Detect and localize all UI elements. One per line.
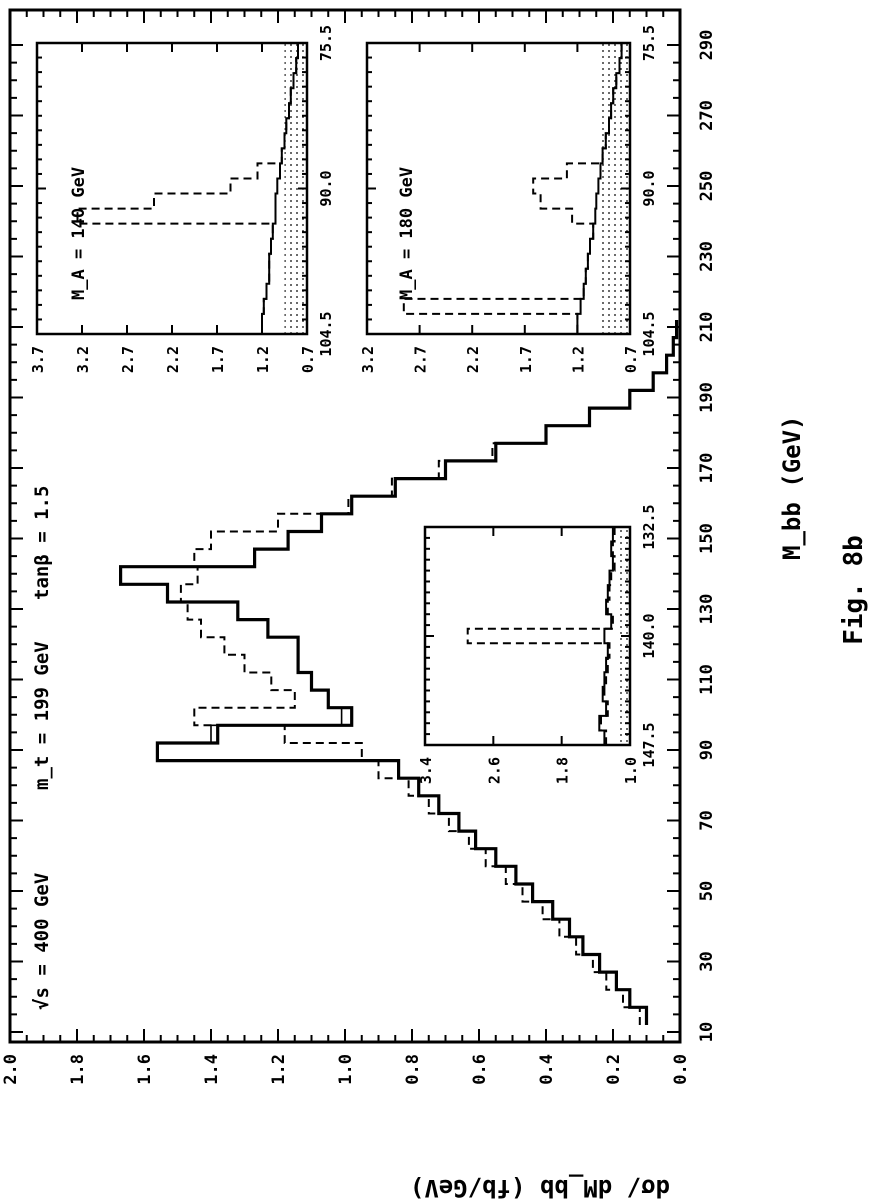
inset-annotation-ma140: M_A = 140 GeV <box>69 167 89 300</box>
inset-x-tick-label: 147.5 <box>640 722 658 767</box>
y-tick-label: 1.6 <box>135 1054 155 1085</box>
inset-x-tick-label: 75.5 <box>317 25 335 61</box>
x-tick-label: 230 <box>697 241 717 272</box>
figure-caption: Fig. 8b <box>839 535 869 645</box>
x-tick-label: 190 <box>697 382 717 413</box>
inset-series-line-dashed <box>402 43 623 334</box>
annotation-mt: m_t = 199 GeV <box>31 641 53 790</box>
inset-mbb-140: 132.5 140.0 147.51.0 1.8 2.6 3.4 <box>417 504 658 784</box>
x-tick-label: 50 <box>697 881 717 901</box>
inset-frame <box>365 41 632 336</box>
inset-y-tick-label: 3.2 <box>359 346 377 373</box>
inset-x-tick-label: 90.0 <box>317 170 335 206</box>
x-tick-label: 150 <box>697 523 717 554</box>
inset-y-tick-label: 1.8 <box>554 757 572 784</box>
inset-x-tick-label: 90.0 <box>640 170 658 206</box>
main-tick-labels: 10 30 50 70 90 110 130 150 170 190 210 230 250 270 290… <box>1 30 717 1085</box>
annotation-sqrt-s: √s = 400 GeV <box>31 873 53 1010</box>
x-tick-label: 90 <box>697 740 717 760</box>
annotation-tanbeta: tanβ = 1.5 <box>31 486 53 600</box>
inset-y-tick-label: 1.2 <box>569 346 587 373</box>
inset-y-tick-label: 2.6 <box>485 757 503 784</box>
x-tick-label: 130 <box>697 594 717 625</box>
inset-y-tick-label: 0.7 <box>299 346 317 373</box>
inset-x-tick-label: 75.5 <box>640 25 658 61</box>
inset-series-line-dashed <box>466 527 616 745</box>
x-tick-label: 10 <box>697 1022 717 1042</box>
y-tick-label: 0.2 <box>604 1054 624 1085</box>
x-tick-label: 30 <box>697 951 717 971</box>
y-tick-label: 0.4 <box>537 1054 557 1085</box>
main-series <box>119 320 679 1025</box>
x-tick-label: 110 <box>697 664 717 695</box>
y-tick-label: 1.8 <box>68 1054 88 1085</box>
y-tick-label: 1.4 <box>202 1054 222 1085</box>
inset-y-tick-label: 1.7 <box>517 346 535 373</box>
inset-series-line-dashed <box>76 43 299 334</box>
inset-x-tick-label: 140.0 <box>640 613 658 658</box>
inset-annotation-ma180: M_A = 180 GeV <box>397 167 417 300</box>
inset-frame <box>35 41 309 336</box>
x-axis-title: M_bb (GeV) <box>778 416 806 561</box>
x-tick-label: 210 <box>697 312 717 343</box>
inset-x-tick-label: 104.5 <box>317 311 335 356</box>
inset-x-tick-label: 132.5 <box>640 504 658 549</box>
y-tick-label: 1.2 <box>269 1054 289 1085</box>
inset-x-tick-label: 104.5 <box>640 311 658 356</box>
inset-ma-140: 75.5 90.0 104.50.7 1.2 1.7 2.2 2.7 3.2 3.7 <box>29 25 335 373</box>
x-tick-label: 250 <box>697 171 717 202</box>
x-tick-label: 70 <box>697 810 717 830</box>
inset-y-tick-label: 2.7 <box>412 346 430 373</box>
inset-y-tick-label: 2.7 <box>119 346 137 373</box>
inset-y-tick-label: 3.7 <box>29 346 47 373</box>
inset-y-tick-label: 3.2 <box>74 346 92 373</box>
inset-y-tick-label: 0.7 <box>622 346 640 373</box>
inset-shaded-band <box>284 43 307 334</box>
x-tick-label: 270 <box>697 100 717 131</box>
y-tick-label: 0.8 <box>403 1054 423 1085</box>
y-tick-label: 1.0 <box>336 1054 356 1085</box>
main-ticks <box>9 10 681 1042</box>
y-tick-label: 0.0 <box>671 1054 691 1085</box>
inset-ma-180: 75.5 90.0 104.50.7 1.2 1.7 2.2 2.7 3.2 <box>359 25 658 373</box>
x-tick-label: 170 <box>697 453 717 484</box>
inset-y-tick-label: 1.7 <box>209 346 227 373</box>
inset-frame <box>423 525 632 747</box>
inset-y-tick-label: 1.0 <box>622 757 640 784</box>
y-tick-label: 0.6 <box>470 1054 490 1085</box>
main-series-line-dashed <box>179 320 678 1025</box>
x-tick-label: 290 <box>697 30 717 61</box>
inset-y-tick-label: 2.2 <box>164 346 182 373</box>
y-tick-label: 2.0 <box>1 1054 21 1085</box>
inset-y-tick-label: 3.4 <box>417 757 435 784</box>
inset-series-line-solid <box>598 527 614 745</box>
y-axis-title: dσ/ dM_bb (fb/GeV) <box>410 1174 670 1199</box>
inset-y-tick-label: 1.2 <box>254 346 272 373</box>
inset-y-tick-label: 2.2 <box>464 346 482 373</box>
